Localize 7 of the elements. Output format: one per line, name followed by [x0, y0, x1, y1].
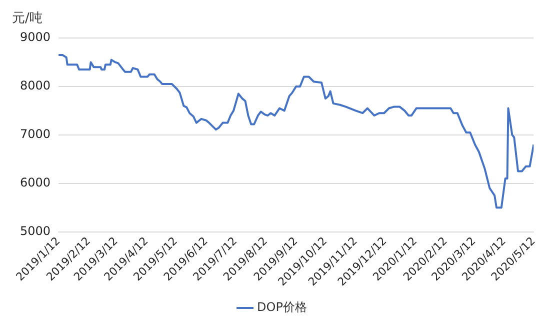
y-tick-label: 6000 [20, 176, 51, 190]
y-tick-label: 7000 [20, 127, 51, 142]
y-tick-label: 8000 [20, 78, 51, 93]
y-tick-label: 9000 [20, 30, 51, 44]
y-axis-title: 元/吨 [12, 10, 42, 26]
legend-label: DOP价格 [257, 300, 307, 314]
y-tick-label: 5000 [20, 224, 51, 238]
